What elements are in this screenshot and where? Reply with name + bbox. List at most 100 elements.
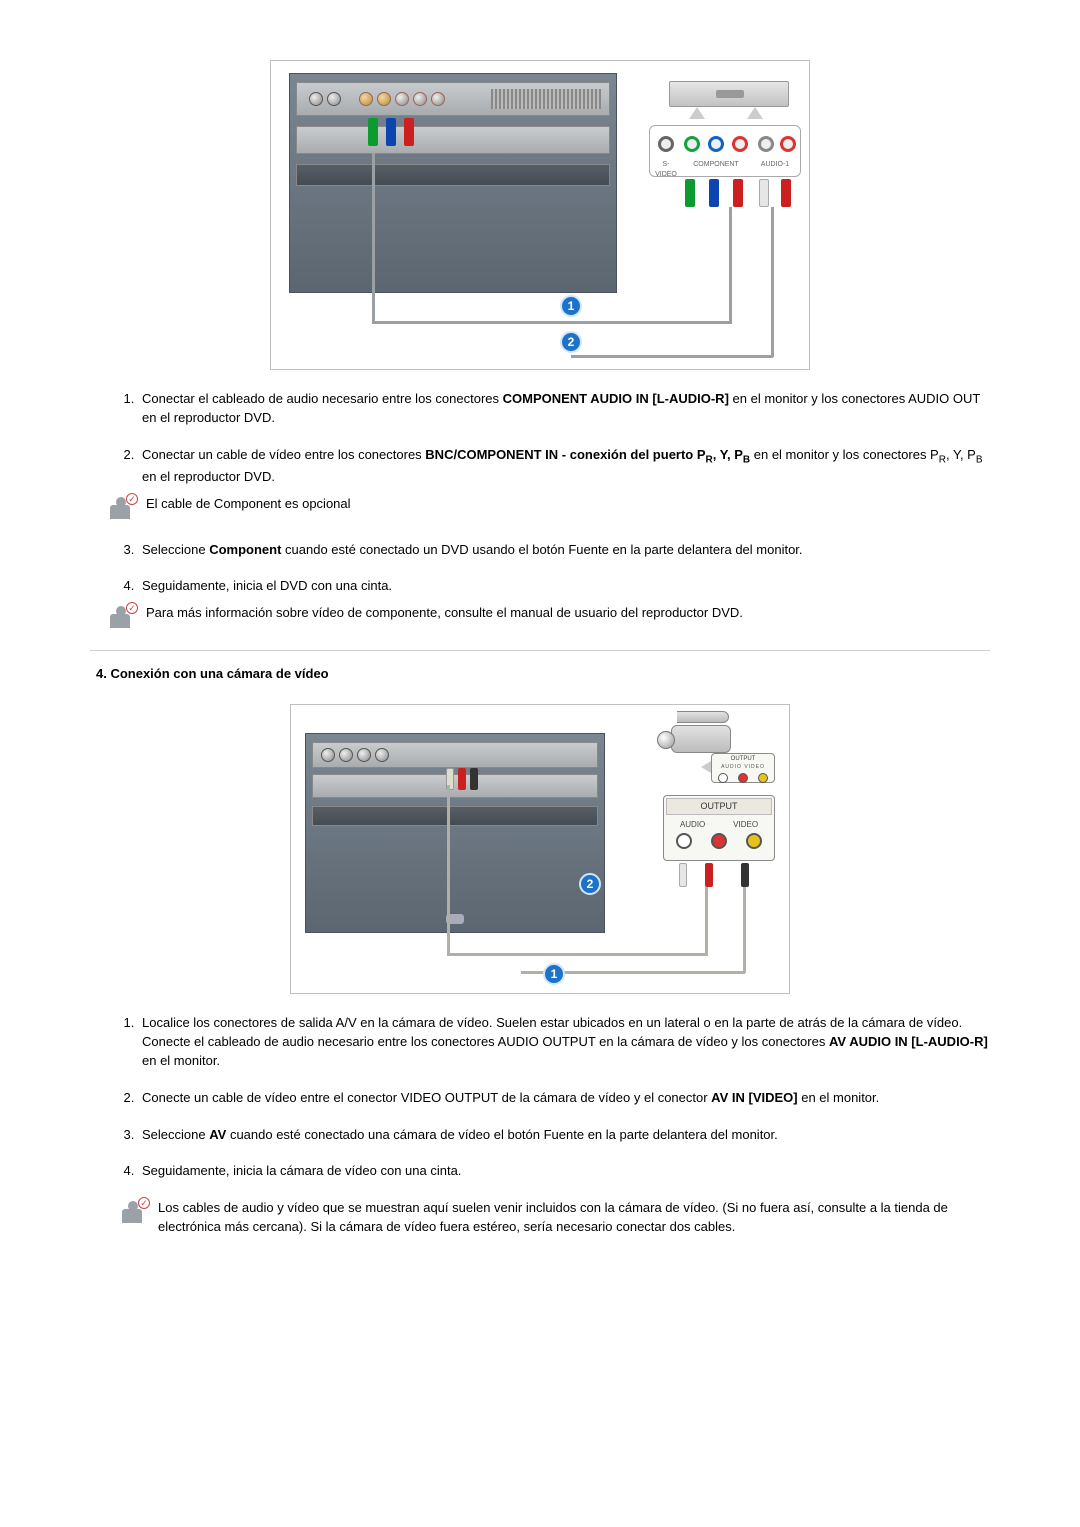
jack-label: COMPONENT [686,160,746,170]
subscript: B [976,454,983,465]
cable [372,321,732,324]
label: OUTPUT [713,755,773,764]
page-root: S-VIDEO COMPONENT AUDIO-1 1 2 C [0,0,1080,1527]
step-4: Seguidamente, inicia el DVD con una cint… [138,577,990,632]
dvd-tray [716,90,744,98]
bold: AV IN [VIDEO] [711,1090,797,1105]
bold: AV [209,1127,226,1142]
arrow-icon [747,107,763,119]
plug-av-red [458,768,466,790]
bnc-port [327,92,341,106]
text: en el monitor. [142,1053,220,1068]
note-row: ✓ El cable de Component es opcional [106,495,990,523]
bnc-port [357,748,371,762]
note-text: Para más información sobre vídeo de comp… [146,604,743,623]
step-3: Seleccione AV cuando esté conectado una … [138,1126,990,1145]
arrow-icon [701,761,711,773]
plug-red-out [705,863,713,887]
cable [447,785,450,955]
plug-blue-dvd [709,179,719,207]
cable [705,887,708,956]
jack-svideo [658,136,674,152]
bnc-port [375,748,389,762]
text: Conecte el cableado de audio necesario e… [142,1034,829,1049]
bold: BNC/COMPONENT IN - conexión del puerto P [425,447,705,462]
diagram-2: OUTPUT AUDIO VIDEO OUTPUT AUDIO VIDEO [290,704,790,994]
arrow-icon [689,107,705,119]
text: , Y, P [946,447,976,462]
jack-y [684,136,700,152]
divider [90,650,990,651]
bold: AV AUDIO IN [L-AUDIO-R] [829,1034,988,1049]
text: Seleccione [142,1127,209,1142]
bnc-port [359,92,373,106]
diagram-1: S-VIDEO COMPONENT AUDIO-1 1 2 [270,60,810,370]
jack [758,773,768,783]
output-label: OUTPUT [666,798,772,815]
rca-white [676,833,692,849]
camcorder-out-small: OUTPUT AUDIO VIDEO [711,753,775,783]
panel-mid-strip [312,774,598,798]
label: AUDIO [680,819,705,831]
plug-red2-dvd [781,179,791,207]
output-panel: OUTPUT AUDIO VIDEO [663,795,775,861]
note-icon: ✓ [106,604,134,632]
diagram-1-wrap: S-VIDEO COMPONENT AUDIO-1 1 2 [90,60,990,370]
jack [718,773,728,783]
plug-red-monitor [404,118,414,146]
rca-red [711,833,727,849]
bnc-port [395,92,409,106]
plug-green-monitor [368,118,378,146]
step-1: Conectar el cableado de audio necesario … [138,390,990,428]
note-row: ✓ Los cables de audio y vídeo que se mue… [118,1199,990,1237]
label: AUDIO VIDEO [713,764,773,771]
panel-top-strip [312,742,598,768]
jack-pb [708,136,724,152]
bnc-port [339,748,353,762]
text: cuando esté conectado un DVD usando el b… [281,542,802,557]
monitor-back [289,73,617,293]
text: en el reproductor DVD. [142,469,275,484]
subscript: R [706,454,713,465]
step-1: Localice los conectores de salida A/V en… [138,1014,990,1071]
text: cuando esté conectado una cámara de víde… [226,1127,777,1142]
bold: Component [209,542,281,557]
note-text: El cable de Component es opcional [146,495,351,514]
badge-1: 1 [560,295,582,317]
note-icon: ✓ [118,1199,146,1227]
bnc-port [431,92,445,106]
text: Localice los conectores de salida A/V en… [142,1015,962,1030]
plug-red-dvd [733,179,743,207]
badge-1: 1 [543,963,565,985]
rca-yellow [746,833,762,849]
text: Seguidamente, inicia el DVD con una cint… [142,578,392,593]
text: Conectar el cableado de audio necesario … [142,391,503,406]
text: Conectar un cable de vídeo entre los con… [142,447,425,462]
plug-white-out [679,863,687,887]
section-title: 4. Conexión con una cámara de vídeo [96,665,990,684]
cable [447,953,707,956]
badge-2: 2 [560,331,582,353]
text: Conecte un cable de vídeo entre el conec… [142,1090,711,1105]
plug-white-dvd [759,179,769,207]
bnc-port [413,92,427,106]
jack-label: S-VIDEO [654,160,678,180]
vent [491,89,601,109]
step-3: Seleccione Component cuando esté conecta… [138,541,990,560]
plug-blue-monitor [386,118,396,146]
bold: COMPONENT AUDIO IN [L-AUDIO-R] [503,391,729,406]
bnc-port [321,748,335,762]
jack-audio-l [758,136,774,152]
step-2: Conecte un cable de vídeo entre el conec… [138,1089,990,1108]
subscript: R [939,454,946,465]
note-text: Los cables de audio y vídeo que se muest… [158,1199,990,1237]
panel-top-strip [296,82,610,116]
text: en el monitor y los conectores P [750,447,939,462]
plug-av-video [470,768,478,790]
text: Seguidamente, inicia la cámara de vídeo … [142,1163,461,1178]
jack-audio-r [780,136,796,152]
bnc-port [309,92,323,106]
step-2: Conectar un cable de vídeo entre los con… [138,446,990,523]
panel-dark-strip [312,806,598,826]
bnc-port [377,92,391,106]
